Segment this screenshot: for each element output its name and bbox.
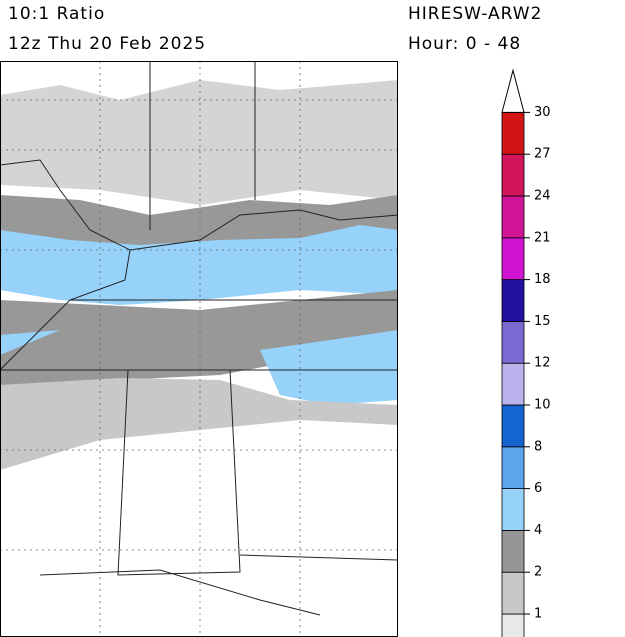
model-name: HIRESW-ARW2 (408, 4, 542, 24)
colorbar-label: 6 (534, 481, 542, 496)
colorbar-label: 27 (534, 147, 551, 162)
colorbar-segment (501, 362, 525, 406)
colorbar-arrow (501, 68, 525, 113)
colorbar-label: 1 (534, 607, 542, 622)
colorbar-segment (501, 488, 525, 531)
colorbar-label: 21 (534, 230, 551, 245)
map (0, 61, 398, 637)
colorbar-label: 8 (534, 439, 542, 454)
colorbar-segment (501, 195, 525, 239)
valid-time: 12z Thu 20 Feb 2025 (8, 34, 206, 54)
colorbar-segment (501, 530, 525, 573)
hour-range: Hour: 0 - 48 (408, 34, 521, 54)
colorbar-label: 10 (534, 398, 551, 413)
colorbar-label: 2 (534, 565, 542, 580)
colorbar-label: 30 (534, 105, 551, 120)
colorbar-label: 15 (534, 314, 551, 329)
colorbar-segment (501, 404, 525, 448)
colorbar-label: 12 (534, 356, 551, 371)
colorbar-segment (501, 571, 525, 615)
title-left: 10:1 Ratio (8, 4, 105, 24)
colorbar-segment (501, 320, 525, 364)
colorbar-segment (501, 112, 525, 155)
colorbar-segment (501, 237, 525, 281)
colorbar-segment (501, 153, 525, 197)
colorbar-label: 4 (534, 523, 542, 538)
colorbar-label: 24 (534, 189, 551, 204)
colorbar-label: 18 (534, 272, 551, 287)
colorbar-segment (501, 279, 525, 322)
colorbar-segment (501, 613, 525, 637)
colorbar-segment (501, 446, 525, 489)
